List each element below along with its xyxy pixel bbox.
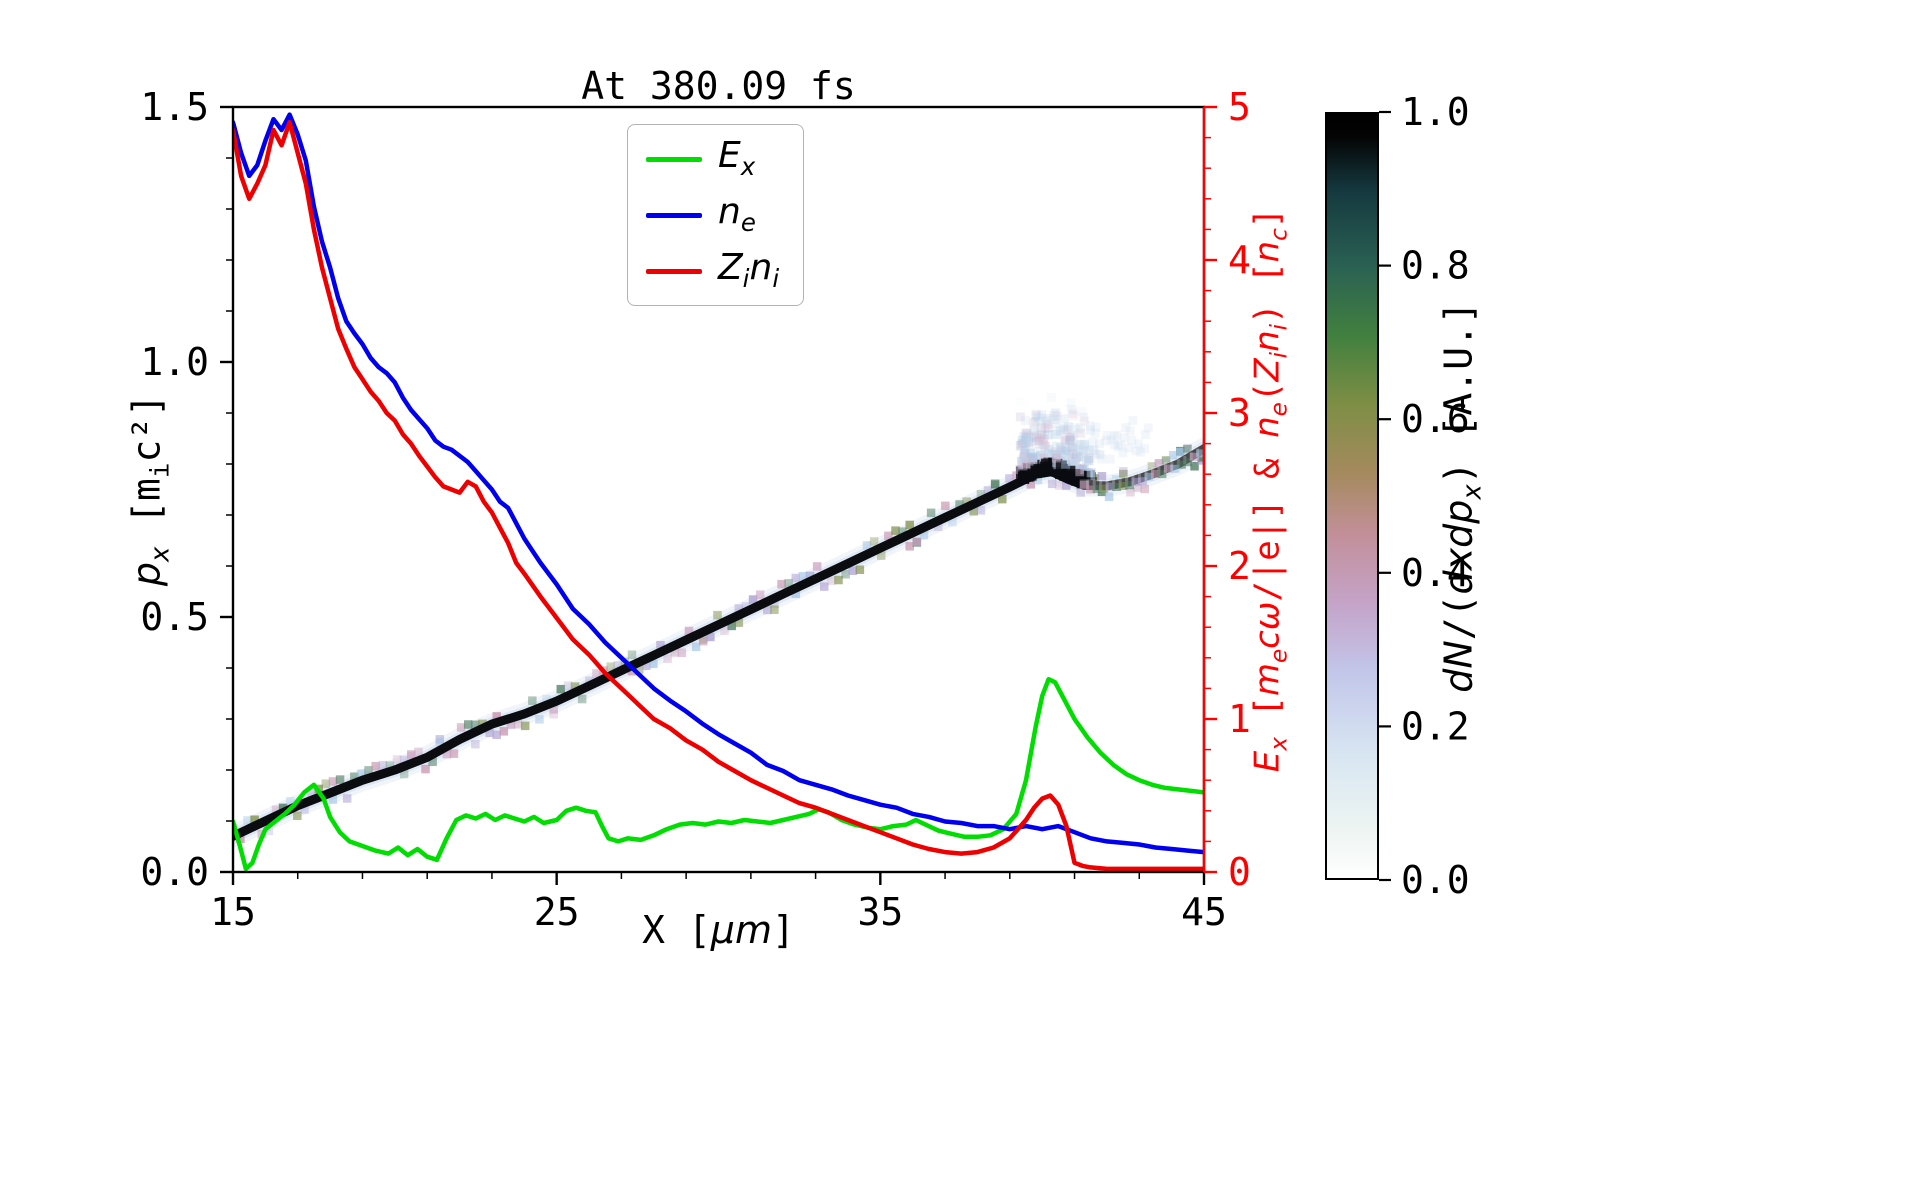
svg-text:0.4: 0.4 — [1401, 551, 1470, 595]
svg-text:15: 15 — [210, 890, 256, 934]
legend: Ex ne Zini — [627, 124, 805, 306]
svg-text:1.5: 1.5 — [140, 85, 209, 129]
svg-text:25: 25 — [534, 890, 580, 934]
legend-label-ne: ne — [718, 191, 756, 238]
svg-text:1.0: 1.0 — [1401, 90, 1470, 134]
svg-text:3: 3 — [1228, 391, 1251, 435]
svg-text:1: 1 — [1228, 697, 1251, 741]
legend-line-ne — [646, 212, 702, 218]
svg-text:0.0: 0.0 — [1401, 858, 1470, 902]
x-axis-label: X [μm] — [642, 908, 795, 952]
colorbar-label: dN/(dxdpx) [A.U.] — [1436, 301, 1488, 693]
svg-text:0: 0 — [1228, 850, 1251, 894]
svg-text:45: 45 — [1181, 890, 1227, 934]
legend-label-zini: Zini — [718, 247, 780, 294]
svg-text:4: 4 — [1228, 238, 1251, 282]
legend-line-ex — [646, 156, 702, 162]
svg-text:2: 2 — [1228, 544, 1251, 588]
legend-entry-ne: ne — [646, 191, 779, 238]
colorbar — [1325, 112, 1379, 880]
legend-line-zini — [646, 268, 702, 274]
svg-text:1.0: 1.0 — [140, 340, 209, 384]
svg-text:0.8: 0.8 — [1401, 244, 1470, 288]
svg-text:0.6: 0.6 — [1401, 397, 1470, 441]
legend-entry-ex: Ex — [646, 135, 779, 182]
svg-text:35: 35 — [857, 890, 903, 934]
y-right-axis-label: Ex [mecω/|e|] & ne(Zini) [nc] — [1247, 207, 1293, 773]
legend-entry-zini: Zini — [646, 247, 780, 294]
svg-text:5: 5 — [1228, 85, 1251, 129]
plot-title: At 380.09 fs — [581, 64, 856, 108]
svg-text:0.5: 0.5 — [140, 595, 209, 639]
svg-text:0.0: 0.0 — [140, 850, 209, 894]
svg-text:0.2: 0.2 — [1401, 704, 1470, 748]
legend-label-ex: Ex — [718, 135, 756, 182]
colorbar-gradient — [1327, 114, 1377, 878]
y-left-axis-label: px [mic²] — [124, 393, 176, 587]
